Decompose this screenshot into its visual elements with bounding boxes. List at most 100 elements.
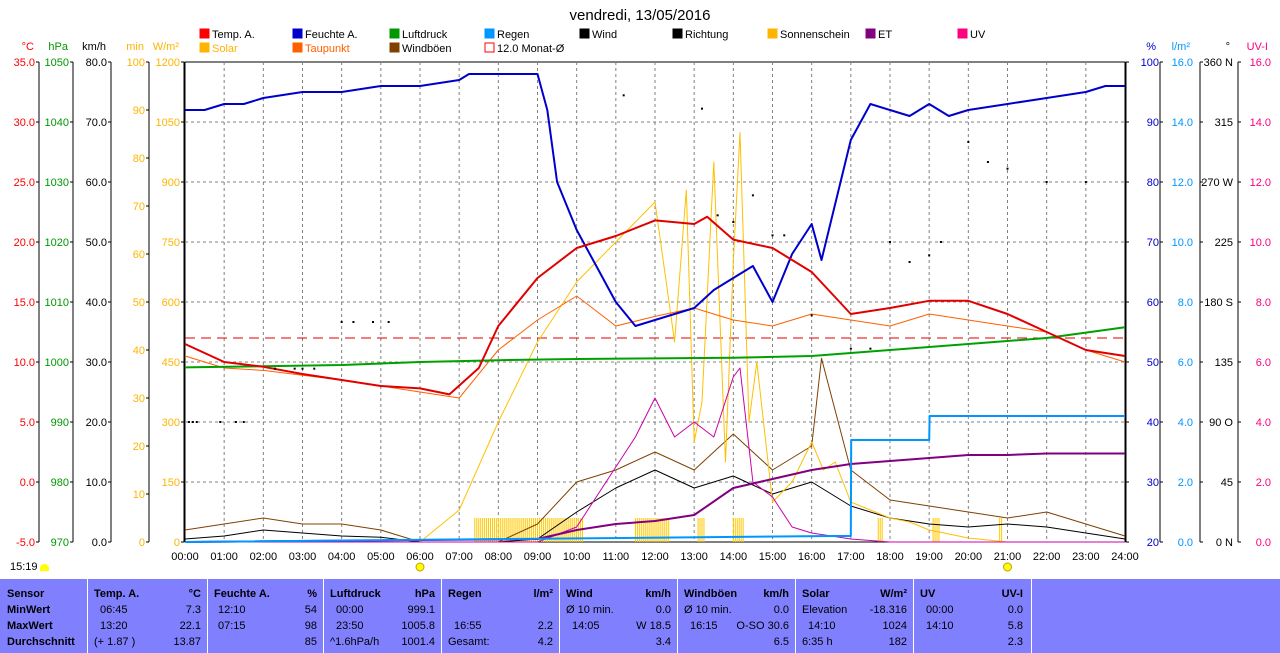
stats-row-min: MinWert (7, 604, 51, 616)
sunrise-icon (415, 562, 425, 572)
right-tick-label: 16.0 (1250, 57, 1271, 69)
right-tick-label: 90 O (1209, 417, 1233, 429)
legend-swatch (767, 28, 778, 39)
left-tick-label: 0 (174, 537, 180, 549)
right-tick-label: 6.0 (1256, 357, 1271, 369)
direction-dot (783, 234, 786, 237)
legend-swatch (865, 28, 876, 39)
left-tick-label: 80 (133, 153, 145, 165)
left-tick-label: 30 (133, 393, 145, 405)
uv-line (185, 367, 1125, 543)
pressure-max: 1005.8 (401, 620, 435, 632)
x-tick-label: 00:00 (171, 551, 199, 563)
left-tick-label: 5.0 (20, 417, 35, 429)
chart-legend: Temp. A. Feuchte A. Luftdruck Regen Wind Rich… (199, 28, 986, 55)
x-tick-label: 22:00 (1033, 551, 1061, 563)
right-tick-label: 14.0 (1172, 117, 1193, 129)
right-tick-label: 8.0 (1178, 297, 1193, 309)
temp-min: 7.3 (185, 604, 201, 616)
right-tick-label: 90 (1147, 117, 1159, 129)
direction-dot (849, 347, 852, 350)
legend-swatch (292, 42, 303, 53)
left-tick-label: 1200 (156, 57, 180, 69)
x-tick-label: 13:00 (680, 551, 708, 563)
left-tick-label: 300 (162, 417, 180, 429)
stats-col-solar: Solar W/m² Elevation -18.316 14:10 1024 … (795, 579, 913, 653)
left-tick-label: 30.0 (14, 117, 35, 129)
solar-max-time: 14:10 (808, 620, 836, 632)
stats-sensor-header: Sensor (7, 588, 45, 600)
x-tick-label: 15:00 (759, 551, 787, 563)
legend-swatch (389, 28, 400, 39)
right-tick-label: 100 (1141, 57, 1159, 69)
right-tick-label: 4.0 (1256, 417, 1271, 429)
uv-avg: 2.3 (1007, 636, 1023, 648)
left-tick-label: 80.0 (86, 57, 107, 69)
direction-dot (928, 254, 931, 257)
sunset-icon (1003, 562, 1012, 572)
left-axis-unit: °C (22, 41, 34, 53)
rain-total-label: Gesamt: (448, 636, 490, 648)
direction-dot (967, 141, 970, 143)
temp-avg-note: (+ 1.87 ) (94, 636, 136, 648)
humidity-min-time: 12:10 (218, 604, 246, 616)
direction-dot (810, 314, 813, 317)
right-tick-label: 12.0 (1250, 177, 1271, 189)
left-axis-unit: W/m² (153, 41, 180, 53)
direction-dot (732, 221, 735, 223)
right-tick-label: 4.0 (1178, 417, 1193, 429)
x-tick-label: 23:00 (1072, 551, 1100, 563)
uv-min-time: 00:00 (926, 604, 954, 616)
chart-title: vendredi, 13/05/2016 (570, 7, 711, 24)
legend-label: UV (970, 29, 986, 41)
rain-line (184, 415, 1125, 543)
temp-avg: 13.87 (173, 636, 201, 648)
left-tick-label: 40.0 (86, 297, 107, 309)
right-tick-label: 315 (1215, 117, 1233, 129)
legend-label: Solar (212, 43, 238, 55)
weather-chart: 00:00 01:00 02:00 03:00 04:00 05:00 06:00 07:00… (14, 7, 1271, 572)
x-tick-label: 03:00 (289, 551, 317, 563)
rain-unit: l/m² (533, 588, 553, 600)
wind-line (184, 469, 1126, 543)
legend-label: Wind (592, 29, 617, 41)
stats-col-pressure: Luftdruck hPa 00:00 999.1 23:50 1005.8 ^… (323, 579, 441, 653)
left-axis-unit: min (126, 41, 144, 53)
gusts-line (184, 357, 1126, 543)
humidity-unit: % (307, 588, 317, 600)
rain-max: 2.2 (537, 620, 553, 632)
x-tick-label: 04:00 (328, 551, 356, 563)
x-tick-label: 11:00 (602, 551, 629, 563)
wind-min: 0.0 (655, 604, 671, 616)
statistics-panel: Sensor MinWert MaxWert Durchschnitt Temp… (0, 579, 1280, 653)
left-tick-label: 60 (133, 249, 145, 261)
x-tick-label: 10:00 (563, 551, 591, 563)
x-tick-label: 06:00 (406, 551, 434, 563)
gusts-avg: 6.5 (773, 636, 789, 648)
x-tick-label: 18:00 (876, 551, 904, 563)
solar-avg: 182 (888, 636, 907, 648)
legend-label: Regen (497, 29, 529, 41)
right-tick-label: 30 (1147, 477, 1159, 489)
temp-max: 22.1 (179, 620, 201, 632)
gusts-max: O-SO 30.6 (736, 620, 789, 632)
pressure-max-time: 23:50 (336, 620, 364, 632)
right-tick-label: 360 N (1204, 57, 1233, 69)
direction-dot (352, 321, 355, 323)
right-tick-label: 2.0 (1178, 477, 1193, 489)
gusts-min-label: Ø 10 min. (684, 604, 732, 616)
left-tick-label: 1040 (45, 117, 69, 129)
uv-max-time: 14:10 (926, 620, 954, 632)
legend-swatch (389, 42, 400, 53)
left-tick-label: 1030 (45, 177, 69, 189)
legend-swatch (484, 42, 495, 53)
right-tick-label: 14.0 (1250, 117, 1271, 129)
left-tick-label: 1010 (45, 297, 69, 309)
x-tick-label: 07:00 (445, 551, 473, 563)
left-axis-unit: km/h (82, 41, 106, 53)
left-tick-label: 900 (162, 177, 180, 189)
left-tick-label: 10.0 (86, 477, 107, 489)
temp-max-time: 13:20 (100, 620, 128, 632)
stats-col-rain: Regen l/m² 16:55 2.2 Gesamt: 4.2 (441, 579, 559, 653)
left-tick-label: 0 (139, 537, 145, 549)
